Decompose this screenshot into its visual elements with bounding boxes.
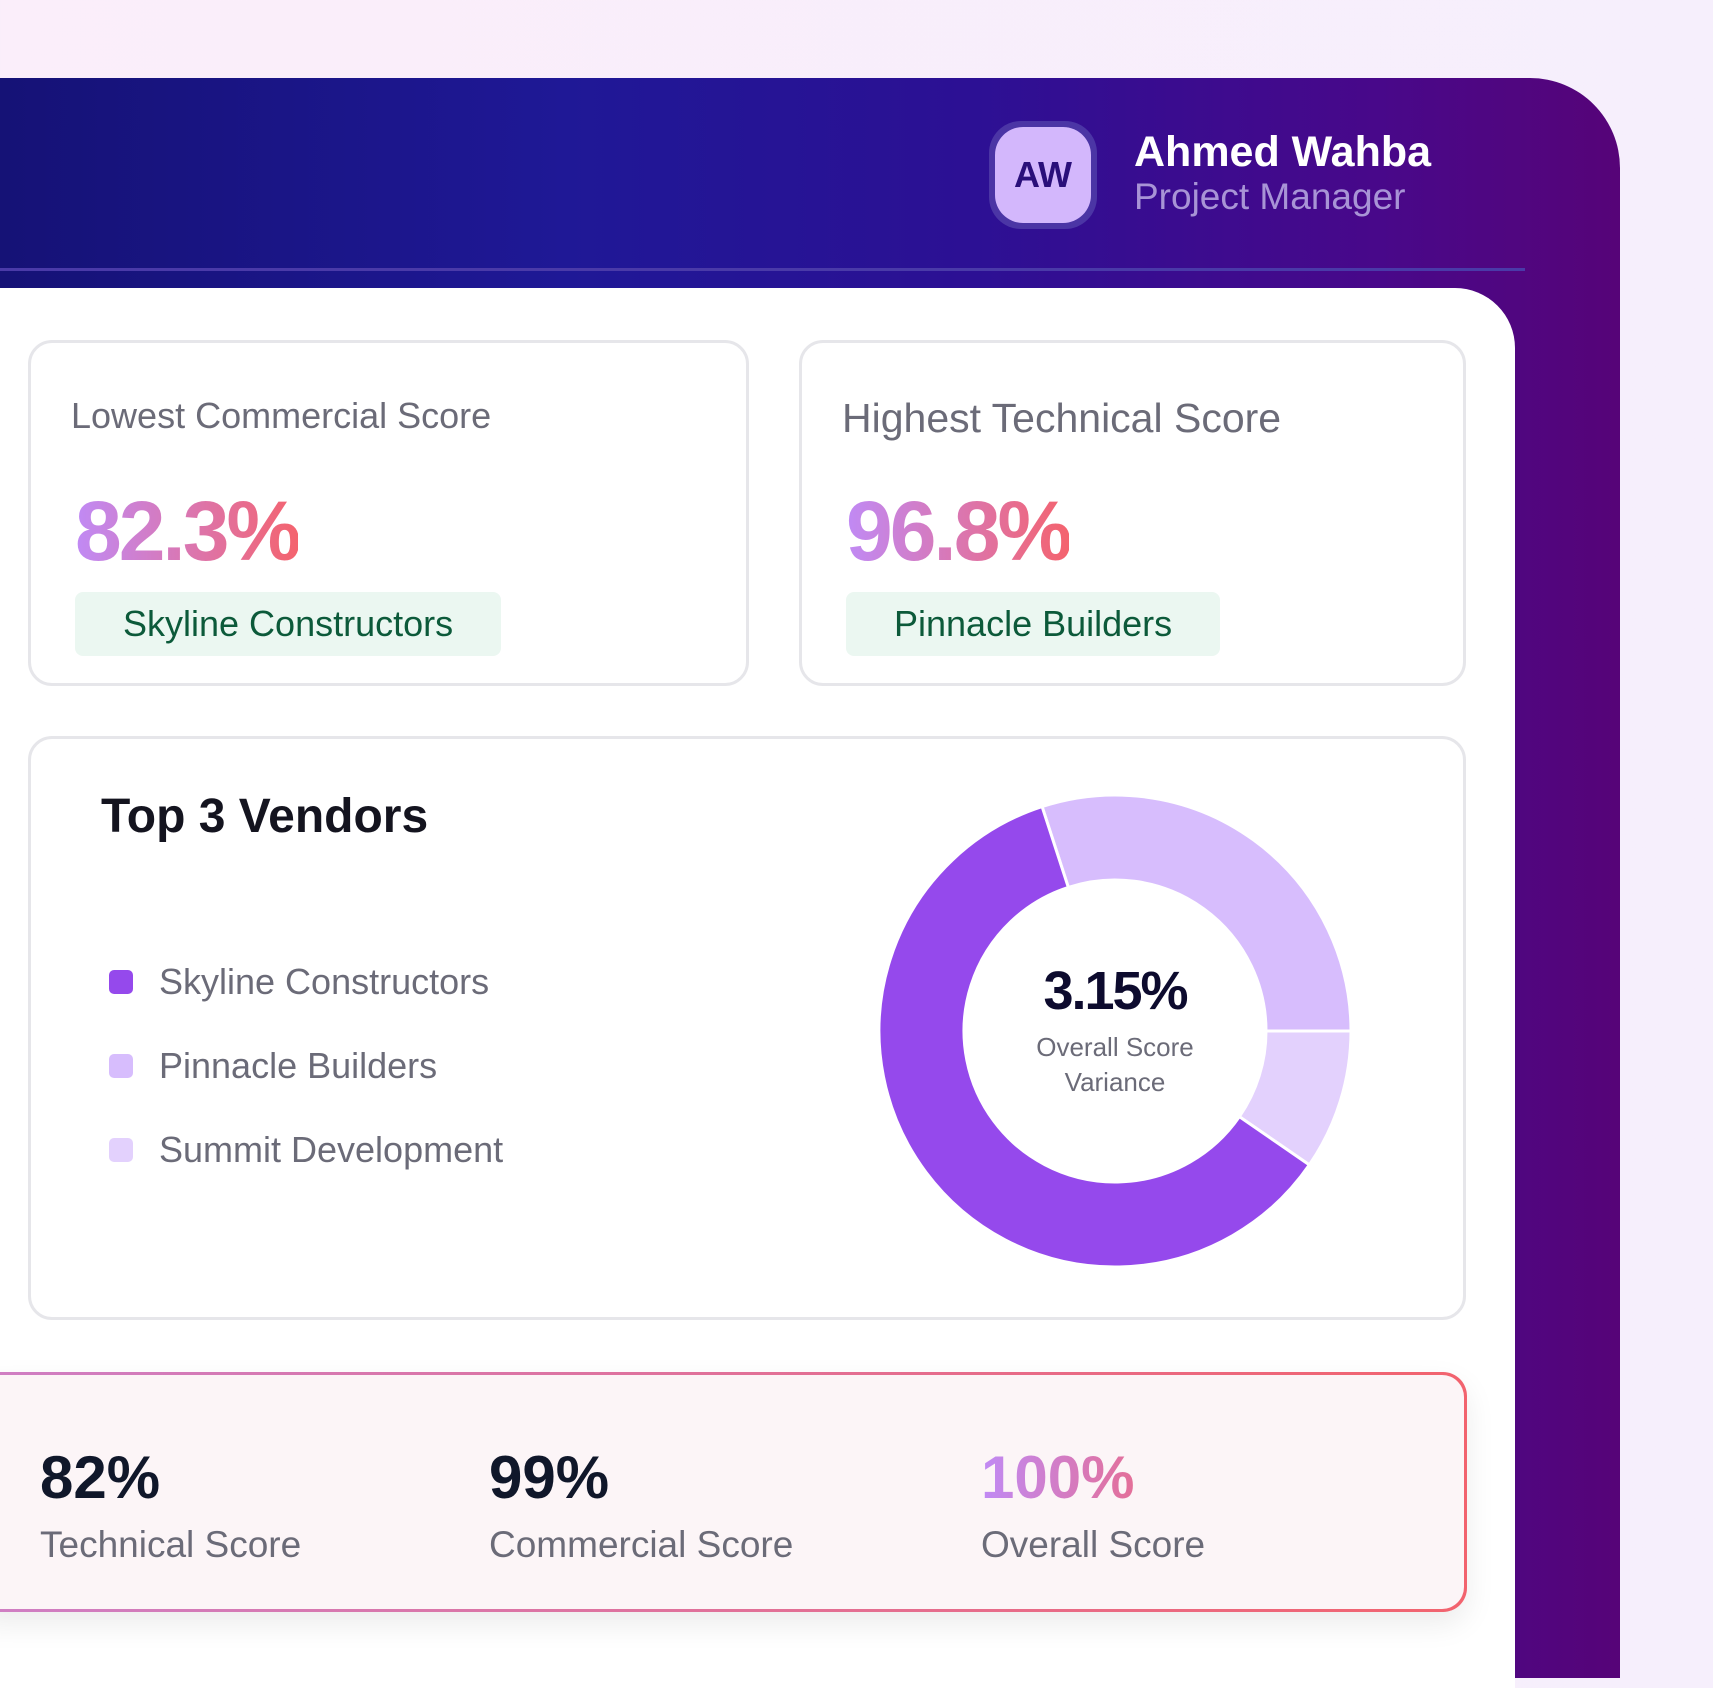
donut-slice-pinnacle-builders[interactable] <box>1040 793 1353 1033</box>
card-value: 82.3% <box>75 484 301 578</box>
variance-value: 3.15% <box>1043 961 1188 1021</box>
avatar[interactable]: AW <box>989 121 1097 229</box>
legend-swatch <box>109 1138 133 1162</box>
stat-commercial: 99% Commercial Score <box>489 1443 793 1566</box>
legend-label: Pinnacle Builders <box>159 1045 438 1086</box>
variance-label: Variance <box>1064 1067 1166 1097</box>
user-name: Ahmed Wahba <box>1134 128 1432 176</box>
vendor-badge: Skyline Constructors <box>75 592 502 656</box>
avatar-initials: AW <box>995 127 1091 223</box>
legend-item: Summit Development <box>109 1129 503 1171</box>
stat-value: 99% <box>489 1444 610 1511</box>
variance-label: Overall Score <box>1036 1032 1194 1062</box>
legend-item: Pinnacle Builders <box>109 1045 437 1087</box>
legend-label: Skyline Constructors <box>159 961 490 1002</box>
user-role: Project Manager <box>1134 176 1406 217</box>
summary-bar: 82% Technical Score 99% Commercial Score 1… <box>0 1372 1467 1612</box>
section-title: Top 3 Vendors <box>101 790 429 843</box>
highest-technical-card: Highest Technical Score 96.8% Pinnacle B… <box>799 340 1466 686</box>
stat-value: 100% <box>981 1443 1205 1512</box>
stat-label: Overall Score <box>981 1524 1206 1565</box>
legend-swatch <box>109 1054 133 1078</box>
card-title: Highest Technical Score <box>842 395 1282 441</box>
stat-technical: 82% Technical Score <box>40 1443 301 1566</box>
legend-item: Skyline Constructors <box>109 961 489 1003</box>
stat-overall: 100% Overall Score <box>981 1443 1205 1566</box>
stat-label: Technical Score <box>40 1524 302 1565</box>
legend-label: Summit Development <box>159 1129 504 1170</box>
header-divider <box>0 268 1525 271</box>
donut-slice-skyline-constructors[interactable] <box>877 804 1312 1269</box>
card-value: 96.8% <box>846 484 1072 578</box>
vendor-badge: Pinnacle Builders <box>846 592 1221 656</box>
donut-chart <box>877 793 1353 1269</box>
stat-value: 82% <box>40 1444 161 1511</box>
card-title: Lowest Commercial Score <box>71 395 492 436</box>
donut-center: 3.15% Overall Score Variance <box>965 960 1265 1098</box>
stat-label: Commercial Score <box>489 1524 794 1565</box>
legend-swatch <box>109 970 133 994</box>
lowest-commercial-card: Lowest Commercial Score 82.3% Skyline Co… <box>28 340 749 686</box>
